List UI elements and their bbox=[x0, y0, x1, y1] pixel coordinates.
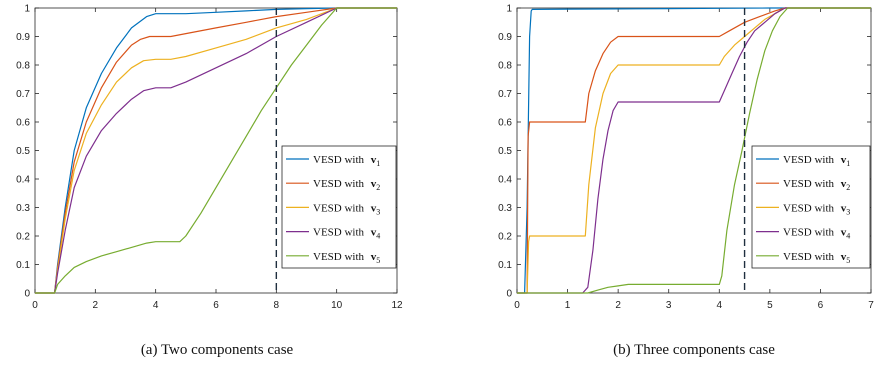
y-tick-label: 1 bbox=[506, 4, 512, 15]
legend-label-v4: VESD with v4 bbox=[783, 227, 850, 241]
x-tick-label: 10 bbox=[331, 300, 343, 311]
x-tick-label: 1 bbox=[565, 300, 571, 311]
x-tick-label: 7 bbox=[868, 300, 874, 311]
x-tick-label: 6 bbox=[213, 300, 219, 311]
y-tick-label: 1 bbox=[24, 4, 30, 15]
x-tick-label: 0 bbox=[514, 300, 520, 311]
y-tick-label: 0 bbox=[24, 289, 30, 300]
series-line-v2 bbox=[517, 7, 871, 294]
panel-a: 00.10.20.30.40.50.60.70.80.910 2 4 6 8 10 12VE… bbox=[16, 4, 403, 359]
x-tick-label: 3 bbox=[666, 300, 672, 311]
x-tick-label: 2 bbox=[615, 300, 621, 311]
y-tick-label: 0.3 bbox=[498, 203, 512, 214]
series-line-v5 bbox=[35, 7, 397, 294]
y-tick-label: 0 bbox=[506, 289, 512, 300]
panel-caption: (b) Three components case bbox=[613, 342, 775, 358]
legend-label-v2: VESD with v2 bbox=[783, 178, 850, 192]
y-tick-label: 0.1 bbox=[16, 260, 30, 271]
x-tick-label: 6 bbox=[818, 300, 824, 311]
x-tick-label: 8 bbox=[274, 300, 280, 311]
y-tick-label: 0.4 bbox=[16, 175, 30, 186]
legend-label-v3: VESD with v3 bbox=[313, 202, 380, 216]
y-tick-label: 0.1 bbox=[498, 260, 512, 271]
x-tick-label: 5 bbox=[767, 300, 773, 311]
x-tick-label: 2 bbox=[93, 300, 99, 311]
x-tick-label: 12 bbox=[391, 300, 403, 311]
legend-label-v4: VESD with v4 bbox=[313, 227, 380, 241]
y-tick-label: 0.6 bbox=[16, 118, 30, 129]
series-line-v3 bbox=[35, 7, 397, 294]
x-tick-label: 4 bbox=[153, 300, 159, 311]
y-tick-label: 0.8 bbox=[498, 61, 512, 72]
legend-label-v2: VESD with v2 bbox=[313, 178, 380, 192]
legend-label-v1: VESD with v1 bbox=[313, 154, 380, 168]
y-tick-label: 0.4 bbox=[498, 175, 512, 186]
series-line-v3 bbox=[517, 7, 871, 294]
y-tick-label: 0.9 bbox=[16, 32, 30, 43]
panel-b: 0 0.1 0.2 0.3 0.4 0.5 0.6 0.7 0.8 0.9 1 0 1 2 3 4 5 6 7 VES… bbox=[498, 4, 874, 359]
y-tick-label: 0.6 bbox=[498, 118, 512, 129]
y-tick-label: 0.5 bbox=[16, 146, 30, 157]
series-line-v4 bbox=[517, 7, 871, 294]
legend-label-v3: VESD with v3 bbox=[783, 202, 850, 216]
x-tick-label: 4 bbox=[717, 300, 723, 311]
y-tick-label: 0.3 bbox=[16, 203, 30, 214]
legend-label-v1: VESD with v1 bbox=[783, 154, 850, 168]
y-tick-label: 0.8 bbox=[16, 61, 30, 72]
y-tick-label: 0.5 bbox=[498, 146, 512, 157]
y-tick-label: 0.2 bbox=[16, 232, 30, 243]
y-tick-label: 0.2 bbox=[498, 232, 512, 243]
x-tick-label: 0 bbox=[32, 300, 38, 311]
legend-label-v5: VESD with v5 bbox=[783, 251, 850, 265]
legend-label-v5: VESD with v5 bbox=[313, 251, 380, 265]
panel-caption: (a) Two components case bbox=[141, 342, 294, 358]
y-tick-label: 0.9 bbox=[498, 32, 512, 43]
y-tick-label: 0.7 bbox=[16, 89, 30, 100]
series-line-v5 bbox=[517, 7, 871, 294]
y-tick-label: 0.7 bbox=[498, 89, 512, 100]
series-line-v1 bbox=[35, 7, 397, 294]
series-line-v1 bbox=[517, 7, 871, 294]
series-line-v2 bbox=[35, 7, 397, 294]
